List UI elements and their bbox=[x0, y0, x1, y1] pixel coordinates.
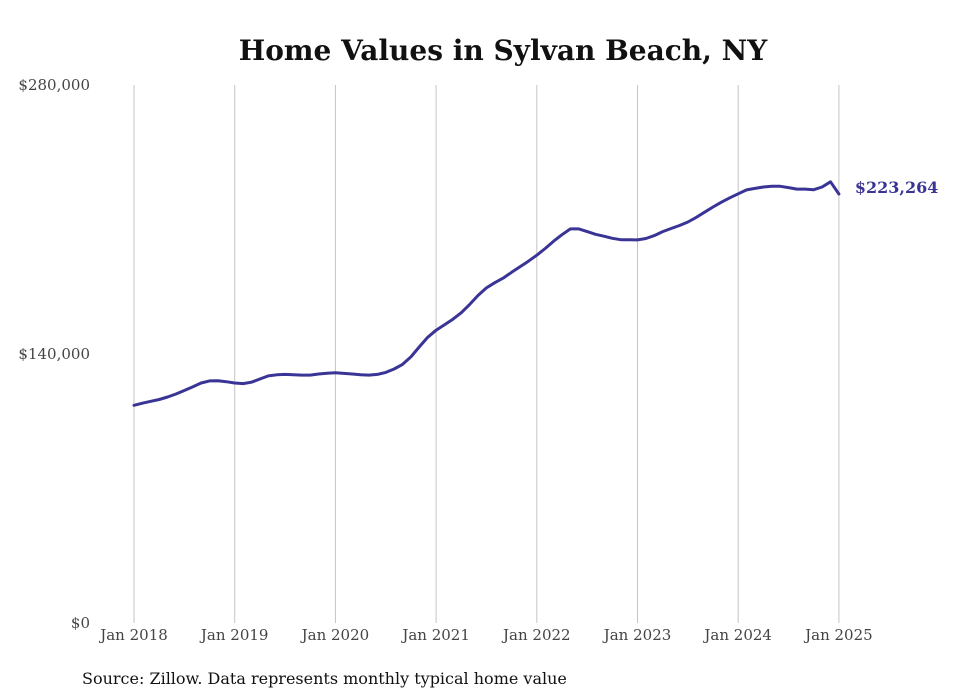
x-tick-label: Jan 2018 bbox=[98, 626, 168, 644]
y-axis-tick-labels: $280,000 $140,000 $0 bbox=[18, 76, 90, 632]
x-gridlines bbox=[133, 85, 840, 623]
y-tick-label: $0 bbox=[71, 614, 90, 632]
source-note: Source: Zillow. Data represents monthly … bbox=[82, 669, 567, 688]
x-axis-tick-labels: Jan 2018 Jan 2019 Jan 2020 Jan 2021 Jan 2022… bbox=[98, 626, 872, 644]
y-tick-label: $140,000 bbox=[18, 345, 90, 363]
x-tick-label: Jan 2022 bbox=[501, 626, 571, 644]
x-tick-label: Jan 2024 bbox=[702, 626, 772, 644]
home-value-series-line bbox=[132, 180, 841, 407]
x-tick-label: Jan 2023 bbox=[602, 626, 672, 644]
chart-title: Home Values in Sylvan Beach, NY bbox=[239, 34, 768, 67]
y-tick-label: $280,000 bbox=[18, 76, 90, 94]
x-tick-label: Jan 2021 bbox=[400, 626, 470, 644]
x-tick-label: Jan 2025 bbox=[803, 626, 873, 644]
x-tick-label: Jan 2020 bbox=[300, 626, 370, 644]
x-tick-label: Jan 2019 bbox=[199, 626, 269, 644]
latest-value-label: $223,264 bbox=[855, 178, 939, 197]
